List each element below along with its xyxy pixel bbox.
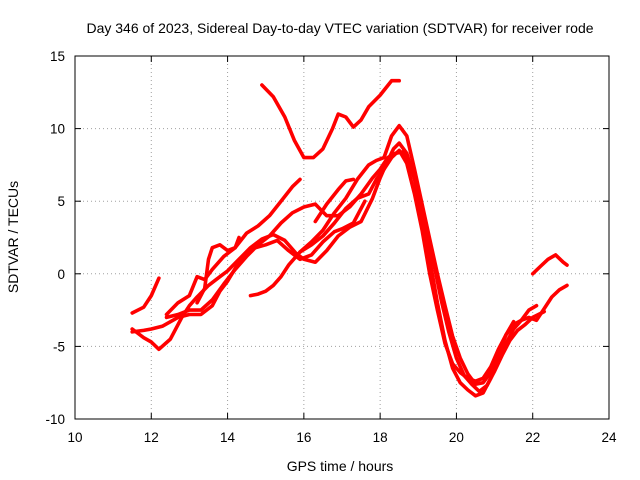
x-axis-label: GPS time / hours (287, 458, 394, 474)
series-track-8 (298, 148, 569, 383)
x-tick-label: 24 (601, 430, 617, 445)
y-tick-label: 15 (50, 49, 65, 64)
series-track-5 (164, 150, 546, 394)
y-axis-label: SDTVAR / TECUs (5, 181, 21, 293)
series-track-6 (164, 177, 302, 317)
series-track-10 (313, 177, 356, 224)
series-track-2 (130, 276, 161, 315)
data-series (130, 78, 569, 398)
series-track-11 (530, 253, 569, 276)
x-tick-label: 12 (144, 430, 159, 445)
x-tick-label: 14 (220, 430, 236, 445)
chart-title: Day 346 of 2023, Sidereal Day-to-day VTE… (86, 20, 593, 36)
x-tick-label: 20 (449, 430, 464, 445)
series-track-9 (248, 123, 516, 386)
x-tick-label: 10 (67, 430, 82, 445)
axis-ticks: 10 12 14 16 18 20 22 24 -10 -5 0 5 10 15 (45, 49, 617, 445)
y-tick-label: 0 (57, 267, 65, 282)
series-track-7 (195, 235, 241, 305)
series-track-1 (260, 78, 401, 160)
y-tick-label: 5 (57, 194, 65, 209)
x-tick-label: 18 (373, 430, 388, 445)
x-tick-label: 16 (296, 430, 311, 445)
plot-frame (74, 55, 610, 420)
y-tick-label: 10 (50, 122, 65, 137)
x-tick-label: 22 (525, 430, 540, 445)
y-tick-label: -5 (53, 339, 65, 354)
y-tick-label: -10 (45, 412, 65, 427)
